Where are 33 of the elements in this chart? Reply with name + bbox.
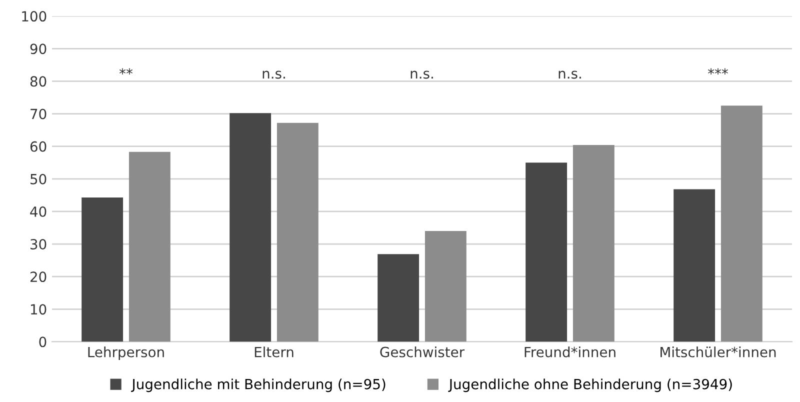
y-tick-label: 20 bbox=[30, 272, 46, 282]
annotation: n.s. bbox=[262, 70, 285, 79]
y-tick-label: 60 bbox=[30, 141, 46, 152]
x-tick-label: Freund*innen bbox=[524, 346, 616, 358]
y-tick-label: 40 bbox=[30, 206, 46, 217]
y-tick-label: 50 bbox=[30, 174, 46, 184]
bar bbox=[82, 197, 124, 342]
annotation: n.s. bbox=[558, 70, 581, 79]
bar bbox=[526, 162, 568, 342]
bar bbox=[720, 106, 762, 342]
y-tick-label: 0 bbox=[39, 336, 46, 348]
y-tick-label: 100 bbox=[22, 11, 46, 22]
y-tick-label: 90 bbox=[30, 44, 46, 54]
legend-label: Jugendliche mit Behinderung (n=95) bbox=[131, 378, 386, 392]
y-tick-label: 10 bbox=[30, 304, 46, 315]
annotation: n.s. bbox=[410, 70, 433, 79]
x-tick-label: Mitschüler*innen bbox=[660, 346, 776, 358]
x-tick-label: Lehrperson bbox=[88, 346, 164, 360]
y-tick-label: 30 bbox=[30, 238, 46, 250]
bar bbox=[378, 254, 420, 342]
bar bbox=[276, 122, 318, 342]
annotation: *** bbox=[708, 68, 728, 75]
x-tick-label: Eltern bbox=[254, 346, 294, 358]
legend-label: Jugendliche ohne Behinderung (n=3949) bbox=[448, 378, 732, 392]
x-tick-label: Geschwister bbox=[380, 346, 465, 358]
bar bbox=[230, 113, 272, 342]
bar bbox=[424, 230, 466, 342]
bar bbox=[674, 189, 716, 342]
bar bbox=[572, 145, 614, 342]
bar bbox=[128, 152, 170, 342]
annotation: ** bbox=[119, 68, 133, 75]
y-tick-label: 70 bbox=[30, 108, 46, 120]
y-tick-label: 80 bbox=[30, 76, 46, 87]
